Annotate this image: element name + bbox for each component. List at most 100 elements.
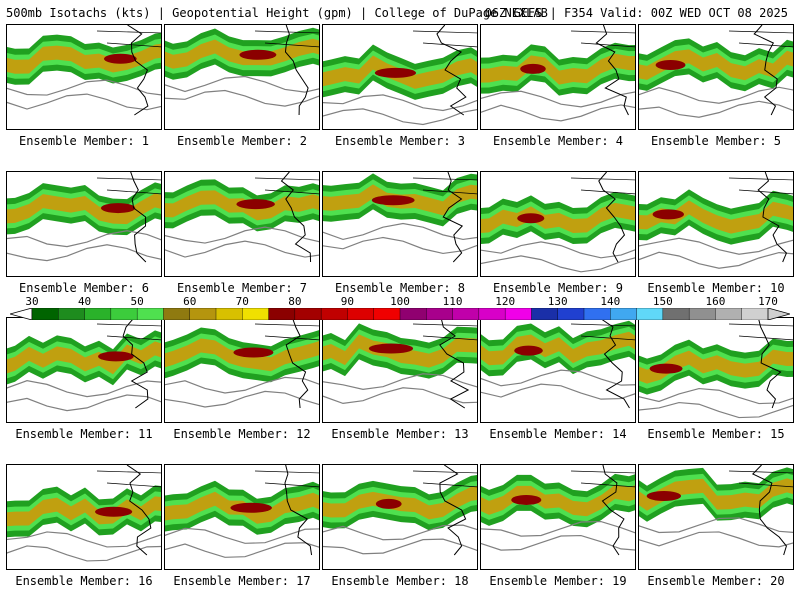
- jet-core: [649, 363, 683, 374]
- map-svg: [481, 465, 635, 556]
- colorbar-swatch: [242, 308, 270, 320]
- map-svg: [7, 465, 161, 562]
- ensemble-map-panel: [638, 317, 794, 423]
- colorbar-swatch: [426, 308, 454, 320]
- ensemble-map-panel: [164, 317, 320, 423]
- height-contour: [165, 390, 319, 408]
- colorbar-tick-label: 150: [652, 295, 673, 308]
- height-contour: [481, 534, 635, 551]
- height-contour: [165, 89, 319, 107]
- ensemble-map-panel: [164, 464, 320, 570]
- colorbar-swatch: [636, 308, 664, 320]
- ensemble-map-panel: [6, 317, 162, 423]
- political-border: [254, 30, 319, 48]
- ensemble-map-panel: [480, 171, 636, 277]
- coastline: [122, 318, 149, 409]
- colorbar-tick-label: 60: [183, 295, 197, 308]
- ensemble-member-label: Ensemble Member: 13: [331, 427, 469, 441]
- colorbar-tick-label: 80: [288, 295, 302, 308]
- coastline: [751, 465, 787, 556]
- colorbar-tick-label: 140: [600, 295, 621, 308]
- ensemble-member-label: Ensemble Member: 2: [176, 134, 308, 148]
- ensemble-map-panel: [322, 24, 478, 130]
- ensemble-member-label: Ensemble Member: 4: [492, 134, 624, 148]
- ensemble-map-panel: [164, 171, 320, 277]
- coastline: [757, 318, 782, 409]
- height-contour: [481, 241, 635, 259]
- colorbar-swatch: [557, 308, 585, 320]
- ensemble-map-panel: [6, 171, 162, 277]
- map-header: 500mb Isotachs (kts) | Geopotential Heig…: [6, 4, 796, 22]
- jet-core: [236, 199, 275, 210]
- height-contour: [639, 387, 793, 405]
- ensemble-member-label: Ensemble Member: 3: [334, 134, 466, 148]
- political-border: [570, 30, 635, 48]
- ensemble-member-label: Ensemble Member: 7: [176, 281, 308, 295]
- political-border: [96, 323, 161, 341]
- jet-core: [103, 53, 137, 64]
- colorbar-swatch: [58, 308, 86, 320]
- colorbar-swatch: [136, 308, 165, 320]
- isotach-band-gold: [481, 202, 635, 234]
- ensemble-map-panel: [322, 171, 478, 277]
- colorbar-swatch: [31, 308, 59, 320]
- political-border: [728, 470, 793, 488]
- political-border: [728, 323, 793, 341]
- map-svg: [639, 25, 793, 118]
- height-contour: [639, 251, 793, 269]
- colorbar-swatch: [688, 308, 717, 320]
- ensemble-member-label: Ensemble Member: 8: [334, 281, 466, 295]
- height-contour: [639, 237, 793, 255]
- height-contour: [323, 236, 477, 255]
- colorbar-tick-label: 120: [495, 295, 516, 308]
- height-contour: [7, 230, 161, 248]
- height-contour: [481, 104, 635, 122]
- colorbar-swatch: [373, 308, 401, 320]
- colorbar-swatch: [189, 308, 217, 320]
- coastline: [442, 172, 464, 263]
- height-contour: [481, 369, 635, 387]
- political-border: [570, 177, 635, 195]
- political-border: [412, 177, 477, 195]
- coastline: [126, 465, 152, 556]
- map-svg: [323, 465, 477, 556]
- ensemble-member-label: Ensemble Member: 18: [331, 574, 469, 588]
- ensemble-map-panel: [164, 24, 320, 130]
- ensemble-map-panel: [638, 464, 794, 570]
- colorbar-arrow-left: [10, 308, 33, 320]
- political-border: [254, 323, 319, 341]
- height-contour: [165, 75, 319, 93]
- colorbar-tick-label: 110: [442, 295, 463, 308]
- coastline: [439, 318, 470, 409]
- jet-core: [375, 498, 402, 509]
- height-contour: [481, 255, 635, 273]
- ensemble-member-label: Ensemble Member: 19: [489, 574, 627, 588]
- height-contour: [7, 531, 161, 548]
- ensemble-member-label: Ensemble Member: 5: [650, 134, 782, 148]
- colorbar-tick-label: 160: [705, 295, 726, 308]
- jet-core: [520, 63, 546, 74]
- ensemble-member-label: Ensemble Member: 14: [489, 427, 627, 441]
- political-border: [254, 470, 319, 488]
- map-svg: [323, 25, 477, 126]
- colorbar-ticks: 30 40 50 60 70 80 90 100 110 120 130 140 150 160 170: [0, 296, 800, 308]
- map-svg: [481, 318, 635, 409]
- colorbar-swatch: [662, 308, 690, 320]
- political-border: [412, 30, 477, 48]
- header-title: 500mb Isotachs (kts) | Geopotential Heig…: [6, 6, 548, 20]
- map-svg: [481, 172, 635, 273]
- map-svg: [481, 25, 635, 122]
- map-svg: [165, 172, 319, 263]
- height-contour: [323, 538, 477, 555]
- coastline: [601, 465, 625, 556]
- height-contour: [639, 100, 793, 118]
- jet-core: [652, 209, 685, 220]
- jet-core: [101, 203, 136, 214]
- height-contour: [323, 373, 477, 390]
- ensemble-map-panel: [6, 464, 162, 570]
- political-border: [570, 470, 635, 488]
- political-border: [728, 30, 793, 48]
- coastline: [284, 25, 309, 116]
- colorbar-swatch: [163, 308, 191, 320]
- height-contour: [481, 520, 635, 537]
